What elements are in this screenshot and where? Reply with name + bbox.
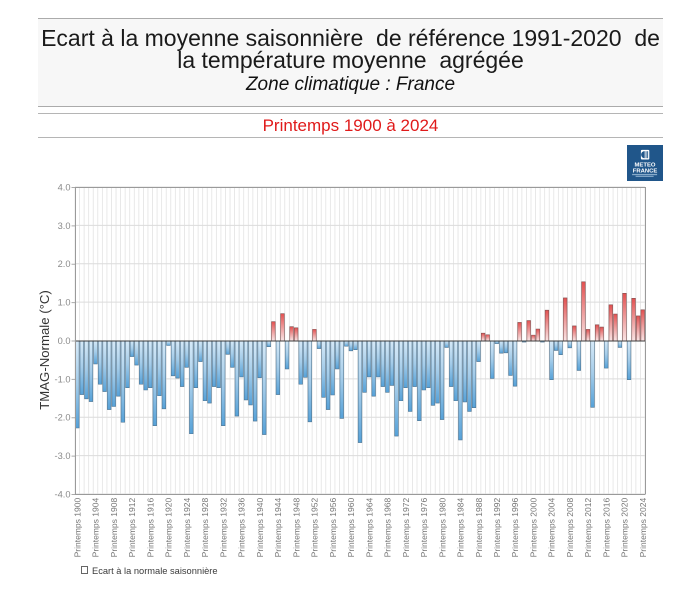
svg-text:Printemps 2024: Printemps 2024 <box>638 498 648 558</box>
svg-text:Printemps 1952: Printemps 1952 <box>310 498 320 558</box>
svg-text:Printemps 1924: Printemps 1924 <box>182 498 192 558</box>
svg-text:Printemps 1912: Printemps 1912 <box>127 498 137 558</box>
svg-text:TMAG-Normale (°C): TMAG-Normale (°C) <box>37 290 52 410</box>
svg-text:Printemps 2012: Printemps 2012 <box>583 498 593 558</box>
svg-text:Printemps 1956: Printemps 1956 <box>328 498 338 558</box>
svg-text:Printemps 1984: Printemps 1984 <box>456 498 466 558</box>
svg-text:Printemps 1964: Printemps 1964 <box>364 498 374 558</box>
svg-text:-2.0: -2.0 <box>54 413 70 423</box>
svg-text:Printemps 1936: Printemps 1936 <box>237 498 247 558</box>
svg-text:Printemps 2008: Printemps 2008 <box>565 498 575 558</box>
svg-text:Printemps 2000: Printemps 2000 <box>528 498 538 558</box>
svg-text:Printemps 1980: Printemps 1980 <box>437 498 447 558</box>
svg-text:-3.0: -3.0 <box>54 451 70 461</box>
svg-text:Printemps 1920: Printemps 1920 <box>164 498 174 558</box>
svg-text:Printemps 1900: Printemps 1900 <box>72 498 82 558</box>
svg-text:Printemps 1904: Printemps 1904 <box>91 498 101 558</box>
svg-text:Printemps 1972: Printemps 1972 <box>401 498 411 558</box>
svg-text:Printemps 1960: Printemps 1960 <box>346 498 356 558</box>
svg-text:Printemps 2020: Printemps 2020 <box>620 498 630 558</box>
svg-text:Printemps 1976: Printemps 1976 <box>419 498 429 558</box>
svg-text:Printemps 2004: Printemps 2004 <box>547 498 557 558</box>
svg-text:-1.0: -1.0 <box>54 374 70 384</box>
svg-text:FRANCE: FRANCE <box>633 169 658 175</box>
svg-text:4.0: 4.0 <box>58 182 71 192</box>
svg-text:Printemps 1988: Printemps 1988 <box>474 498 484 558</box>
svg-text:1.0: 1.0 <box>58 298 71 308</box>
svg-text:0.0: 0.0 <box>58 336 71 346</box>
svg-text:Printemps 1996: Printemps 1996 <box>510 498 520 558</box>
svg-text:3.0: 3.0 <box>58 221 71 231</box>
svg-text:Printemps 1940: Printemps 1940 <box>255 498 265 558</box>
svg-text:Printemps 1968: Printemps 1968 <box>383 498 393 558</box>
svg-text:METEO: METEO <box>635 163 656 169</box>
svg-text:Printemps 1932: Printemps 1932 <box>218 498 228 558</box>
svg-text:Printemps 1948: Printemps 1948 <box>291 498 301 558</box>
svg-text:Printemps 1908: Printemps 1908 <box>109 498 119 558</box>
svg-text:Printemps 1928: Printemps 1928 <box>200 498 210 558</box>
svg-text:Printemps 1992: Printemps 1992 <box>492 498 502 558</box>
svg-text:Printemps 1944: Printemps 1944 <box>273 498 283 558</box>
svg-text:Printemps 1916: Printemps 1916 <box>145 498 155 558</box>
svg-text:-4.0: -4.0 <box>54 489 70 499</box>
svg-text:Printemps 2016: Printemps 2016 <box>601 498 611 558</box>
svg-text:2.0: 2.0 <box>58 259 71 269</box>
